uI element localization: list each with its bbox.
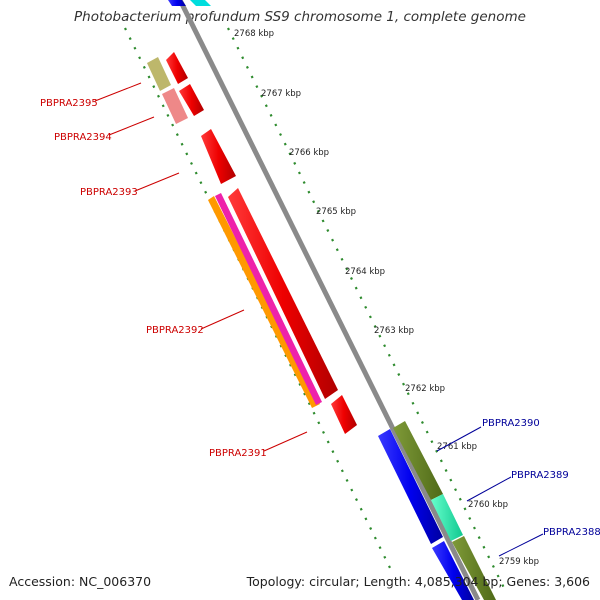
scale-label: 2761 kbp [437,442,477,452]
gene-PBPRA2392-magenta [215,193,322,405]
gene-PBPRA2395-khaki [147,57,171,91]
gene-PBPRA2389-cyan [431,494,463,541]
gene-PBPRA2388-olive [452,536,496,600]
scale-label: 2765 kbp [316,207,356,217]
gene-label: PBPRA2395 [40,98,98,109]
gene-PBPRA2390-olive [393,421,443,500]
gene-PBPRA2393-arrow [201,129,236,184]
gene-cyan-fragment [190,0,211,6]
gene-PBPRA2395-arrow [166,52,188,84]
left-gene-labels: PBPRA2395 PBPRA2394 PBPRA2393 PBPRA2392 … [40,82,308,459]
scale-label: 2768 kbp [234,29,274,39]
gene-PBPRA2394-pink [162,88,188,124]
gene-label: PBPRA2389 [511,470,569,481]
scale-label: 2763 kbp [374,326,414,336]
gene-label: PBPRA2393 [80,187,138,198]
scale-label: 2760 kbp [468,500,508,510]
gene-label: PBPRA2394 [54,132,112,143]
gene-label: PBPRA2390 [482,418,540,429]
scale-labels: 2768 kbp 2767 kbp 2766 kbp 2765 kbp 2764… [234,29,539,567]
gene-PBPRA2388-blue [432,541,474,600]
gene-PBPRA2390-blue [378,429,443,544]
gene-label: PBPRA2392 [146,325,204,336]
scale-label: 2766 kbp [289,148,329,158]
chromosome-backbone [177,0,481,600]
gene-label: PBPRA2388 [543,527,600,538]
right-gene-labels: PBPRA2390 PBPRA2389 PBPRA2388 [436,418,600,557]
genome-stats-text: Topology: circular; Length: 4,085,304 bp… [246,574,590,589]
outer-scale-ring [124,27,393,573]
scale-label: 2762 kbp [405,384,445,394]
gene-PBPRA2394-arrow [179,84,204,116]
scale-label: 2764 kbp [345,267,385,277]
gene-PBPRA2392-arrow [228,188,338,399]
accession-text: Accession: NC_006370 [9,574,152,589]
scale-label: 2759 kbp [499,557,539,567]
scale-label: 2767 kbp [261,89,301,99]
gene-blue-fragment [168,0,186,6]
gene-PBPRA2391-arrow [331,395,357,434]
gene-label: PBPRA2391 [209,448,267,459]
